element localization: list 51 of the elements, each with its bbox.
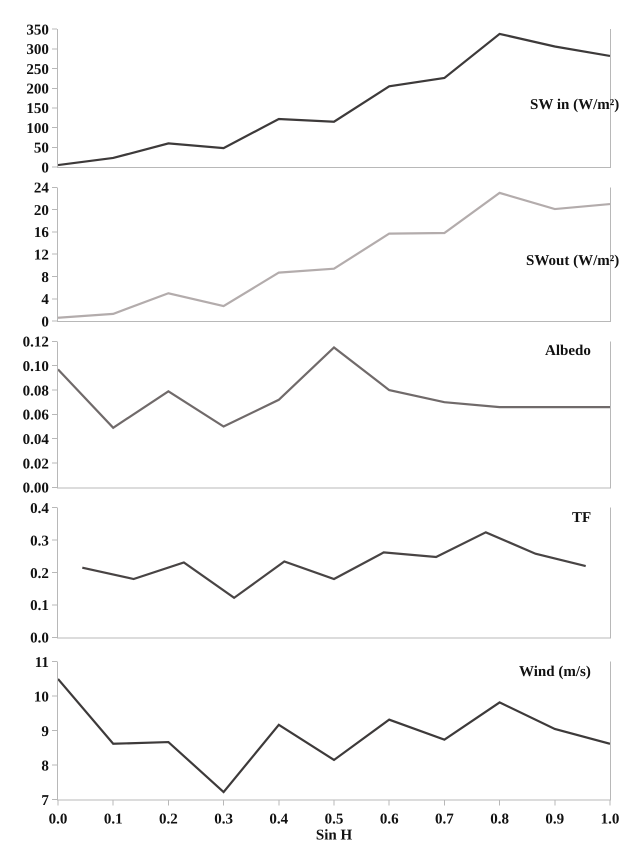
x-tick-label: 0.3 xyxy=(214,812,233,828)
x-tick-label: 0.5 xyxy=(324,812,344,828)
y-tick-label: 8 xyxy=(41,758,49,774)
y-tick-label: 0.00 xyxy=(22,480,49,497)
y-tick-label: 20 xyxy=(34,202,49,219)
x-tick-label: 0.9 xyxy=(545,812,564,828)
y-tick-label: 300 xyxy=(26,42,49,58)
y-tick-label: 0.10 xyxy=(22,358,49,375)
x-tick-label: 0.6 xyxy=(380,812,400,828)
x-tick-label: 0.1 xyxy=(104,812,123,828)
x-tick-label: 1.0 xyxy=(600,812,620,828)
y-tick-label: 0.3 xyxy=(30,533,49,550)
y-tick-label: 7 xyxy=(41,792,50,809)
y-tick-label: 0.06 xyxy=(22,408,50,424)
line-series xyxy=(58,346,610,429)
y-tick-label: 0 xyxy=(41,314,49,330)
text: Albedo xyxy=(545,343,591,359)
y-tick-label: 0.12 xyxy=(22,334,49,351)
text: SW in (W/m²) xyxy=(530,97,620,113)
series-label: Wind (m/s) xyxy=(519,664,591,680)
y-tick-label: 9 xyxy=(41,724,49,740)
y-tick-label: 0.2 xyxy=(30,566,49,582)
y-tick-label: 0.08 xyxy=(22,383,49,400)
x-tick-label: 0.4 xyxy=(269,812,289,828)
text: SWout (W/m²) xyxy=(526,253,620,269)
y-tick-label: 200 xyxy=(26,82,49,98)
y-tick-label: 0.0 xyxy=(30,630,49,647)
y-tick-label: 11 xyxy=(34,654,49,671)
x-axis-title: Sin H xyxy=(316,828,352,844)
y-tick-label: 8 xyxy=(41,270,49,286)
y-tick-label: 0.4 xyxy=(30,500,50,517)
line-series xyxy=(81,531,587,599)
y-tick-label: 4 xyxy=(41,292,50,308)
text: TF xyxy=(572,510,592,526)
y-tick-label: 100 xyxy=(26,120,49,137)
x-tick-label: 0.8 xyxy=(490,812,509,828)
y-tick-label: 24 xyxy=(34,180,50,197)
y-tick-label: 0.02 xyxy=(22,456,49,472)
y-tick-label: 0.04 xyxy=(22,432,50,448)
x-tick-label: 0.7 xyxy=(435,812,454,828)
line-series xyxy=(58,678,610,794)
y-tick-label: 0 xyxy=(41,160,49,176)
x-tick-label: 0.2 xyxy=(159,812,178,828)
y-tick-label: 350 xyxy=(26,22,49,38)
y-tick-label: 150 xyxy=(26,101,49,118)
y-tick-label: 0.1 xyxy=(30,598,49,614)
y-tick-label: 12 xyxy=(34,247,49,264)
y-tick-label: 10 xyxy=(34,689,49,706)
y-tick-label: 50 xyxy=(34,140,49,157)
y-tick-label: 16 xyxy=(34,225,50,242)
y-tick-label: 250 xyxy=(26,62,49,78)
